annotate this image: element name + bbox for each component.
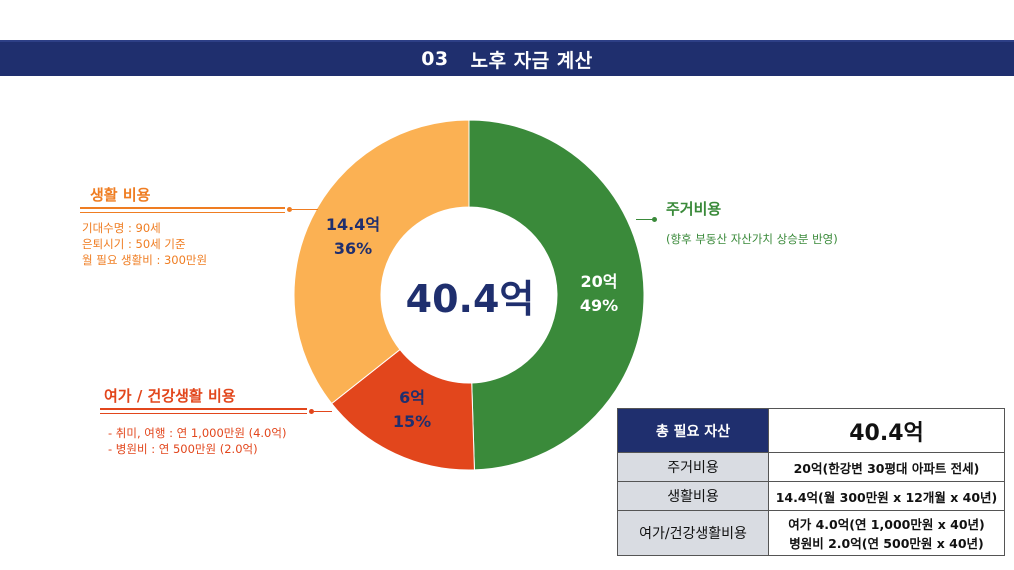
callout-housing-connector — [636, 219, 654, 220]
slice-label-living: 14.4억 36% — [318, 213, 388, 261]
callout-living-note: 기대수명 : 90세 — [82, 221, 161, 235]
callout-living-notes: 기대수명 : 90세 은퇴시기 : 50세 기준 월 필요 생활비 : 300만… — [82, 220, 207, 268]
row-label: 생활비용 — [617, 481, 769, 511]
slice-label-leisure: 6억 15% — [382, 386, 442, 434]
donut-slice-housing — [468, 119, 645, 471]
callout-housing-note: (향후 부동산 자산가치 상승분 반영) — [666, 232, 838, 246]
summary-table: 총 필요 자산 40.4억 주거비용 20억(한강변 30평대 아파트 전세) … — [617, 408, 1005, 556]
callout-leisure-title: 여가 / 건강생활 비용 — [104, 387, 236, 405]
donut-center-total: 40.4억 — [405, 277, 535, 321]
donut-slice-living — [293, 119, 470, 405]
row-label: 여가/건강생활비용 — [617, 510, 769, 556]
callout-leisure-note: - 취미, 여행 : 연 1,000만원 (4.0억) — [108, 426, 287, 440]
callout-living-note: 월 필요 생활비 : 300만원 — [82, 253, 208, 267]
section-header-bar: 03 노후 자금 계산 — [0, 40, 1014, 76]
slice-label-housing: 20억 49% — [566, 270, 632, 318]
callout-living-note: 은퇴시기 : 50세 기준 — [82, 237, 186, 251]
table-row: 생활비용 14.4억(월 300만원 x 12개월 x 40년) — [617, 481, 1005, 511]
table-row: 여가/건강생활비용 여가 4.0억(연 1,000만원 x 40년) 병원비 2… — [617, 510, 1005, 556]
callout-housing-title: 주거비용 — [666, 200, 722, 218]
callout-housing-notes: (향후 부동산 자산가치 상승분 반영) — [666, 231, 838, 247]
callout-living-underline-2 — [80, 212, 285, 213]
callout-leisure-connector — [314, 411, 332, 412]
callout-leisure-note: - 병원비 : 연 500만원 (2.0억) — [108, 442, 258, 456]
callout-living-dot — [287, 207, 292, 212]
slice-amount-housing: 20억 — [580, 272, 618, 291]
slice-pct-leisure: 15% — [392, 412, 432, 431]
callout-leisure-notes: - 취미, 여행 : 연 1,000만원 (4.0억) - 병원비 : 연 50… — [108, 425, 286, 457]
total-label: 총 필요 자산 — [617, 408, 769, 453]
slice-pct-living: 36% — [333, 239, 373, 258]
row-value: 여가 4.0억(연 1,000만원 x 40년) 병원비 2.0억(연 500만… — [768, 510, 1005, 556]
callout-living-underline — [80, 207, 285, 209]
slice-amount-leisure: 6억 — [399, 388, 425, 407]
row-value-line: 병원비 2.0억(연 500만원 x 40년) — [789, 536, 984, 551]
callout-leisure-underline-2 — [100, 413, 307, 414]
callout-living-connector — [292, 209, 318, 210]
slice-amount-living: 14.4억 — [325, 215, 381, 234]
total-value: 40.4억 — [768, 408, 1005, 453]
callout-leisure-dot — [309, 409, 314, 414]
callout-housing-dot — [652, 217, 657, 222]
section-number: 03 — [421, 48, 449, 70]
callout-living-title: 생활 비용 — [90, 186, 151, 204]
row-value-line: 여가 4.0억(연 1,000만원 x 40년) — [788, 517, 985, 532]
row-value: 20억(한강변 30평대 아파트 전세) — [768, 452, 1005, 482]
slice-pct-housing: 49% — [579, 296, 619, 315]
row-value: 14.4억(월 300만원 x 12개월 x 40년) — [768, 481, 1005, 511]
callout-leisure-underline — [100, 408, 307, 410]
section-title: 노후 자금 계산 — [470, 49, 593, 72]
row-label: 주거비용 — [617, 452, 769, 482]
table-row-total: 총 필요 자산 40.4억 — [617, 408, 1005, 453]
table-row: 주거비용 20억(한강변 30평대 아파트 전세) — [617, 452, 1005, 482]
